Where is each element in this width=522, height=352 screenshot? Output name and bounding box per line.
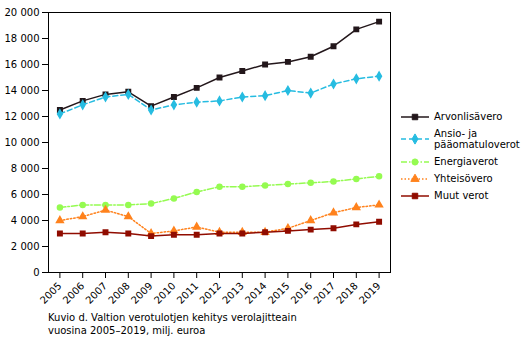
- svg-text:0: 0: [33, 267, 39, 278]
- svg-text:2013: 2013: [220, 280, 246, 306]
- svg-text:2012: 2012: [197, 280, 223, 306]
- html-text:Yhteisövero: Yhteisövero: [434, 172, 493, 184]
- svg-text:2008: 2008: [106, 280, 132, 306]
- html-text:Ansio- ja pääomatuloverot: Ansio- ja pääomatuloverot: [434, 127, 520, 150]
- svg-text:4 000: 4 000: [11, 215, 40, 226]
- html-text:Arvonlisävero: Arvonlisävero: [434, 110, 503, 122]
- svg-text:2015: 2015: [266, 280, 292, 306]
- svg-text:8 000: 8 000: [11, 163, 40, 174]
- svg-text:2014: 2014: [243, 280, 269, 306]
- svg-text:2005: 2005: [38, 280, 64, 306]
- svg-text:2007: 2007: [83, 280, 109, 306]
- svg-text:12 000: 12 000: [5, 111, 40, 122]
- svg-text:10 000: 10 000: [5, 137, 40, 148]
- html-text:Energiaverot: Energiaverot: [434, 155, 498, 167]
- svg-text:2016: 2016: [289, 280, 315, 306]
- svg-text:2017: 2017: [311, 280, 337, 306]
- svg-text:18 000: 18 000: [5, 33, 40, 44]
- svg-text:2010: 2010: [152, 280, 178, 306]
- svg-text:2018: 2018: [334, 280, 360, 306]
- svg-text:2011: 2011: [175, 280, 201, 306]
- svg-text:16 000: 16 000: [5, 59, 40, 70]
- svg-text:20 000: 20 000: [5, 7, 40, 18]
- html-text:Muut verot: Muut verot: [434, 189, 489, 201]
- svg-text:6 000: 6 000: [11, 189, 40, 200]
- svg-text:2009: 2009: [129, 280, 155, 306]
- svg-text:14 000: 14 000: [5, 85, 40, 96]
- svg-text:2019: 2019: [357, 280, 383, 306]
- html-text:Kuvio d. Valtion verotulotjen: Kuvio d. Valtion verotulotjen kehitys ve…: [48, 312, 297, 336]
- svg-text:2006: 2006: [61, 280, 87, 306]
- svg-text:2 000: 2 000: [11, 241, 40, 252]
